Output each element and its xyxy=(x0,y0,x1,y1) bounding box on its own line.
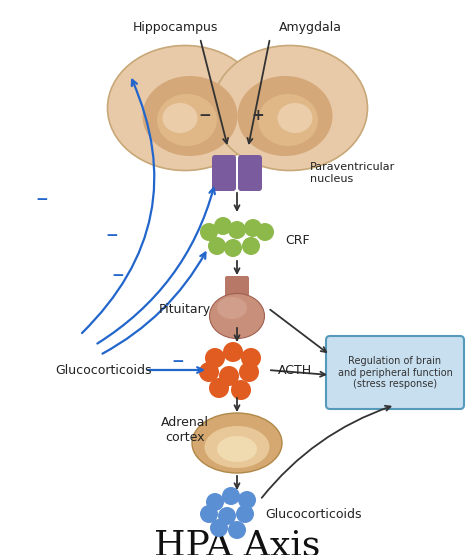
Text: −: − xyxy=(36,193,48,208)
Text: ACTH: ACTH xyxy=(278,364,312,376)
Text: Pituitary: Pituitary xyxy=(159,304,211,316)
Text: HPA Axis: HPA Axis xyxy=(154,528,320,555)
Circle shape xyxy=(231,380,251,400)
Text: Adrenal
cortex: Adrenal cortex xyxy=(161,416,209,444)
Circle shape xyxy=(219,366,239,386)
Ellipse shape xyxy=(108,46,263,170)
Text: −: − xyxy=(172,355,184,370)
Text: Glucocorticoids: Glucocorticoids xyxy=(55,364,152,376)
Circle shape xyxy=(256,223,274,241)
Ellipse shape xyxy=(192,413,282,473)
Text: Amygdala: Amygdala xyxy=(279,22,341,34)
Circle shape xyxy=(241,348,261,368)
Circle shape xyxy=(238,491,256,509)
Ellipse shape xyxy=(204,426,270,468)
Ellipse shape xyxy=(237,76,332,156)
Ellipse shape xyxy=(212,46,367,170)
Circle shape xyxy=(199,362,219,382)
Circle shape xyxy=(200,223,218,241)
Text: Regulation of brain
and peripheral function
(stress response): Regulation of brain and peripheral funct… xyxy=(337,356,453,389)
Circle shape xyxy=(222,487,240,505)
Text: Glucocorticoids: Glucocorticoids xyxy=(265,508,362,522)
Circle shape xyxy=(244,219,262,237)
FancyBboxPatch shape xyxy=(225,276,249,302)
Text: −: − xyxy=(199,108,211,123)
Circle shape xyxy=(210,519,228,537)
Circle shape xyxy=(208,237,226,255)
Circle shape xyxy=(239,362,259,382)
Text: −: − xyxy=(111,268,124,282)
Ellipse shape xyxy=(210,294,264,339)
Circle shape xyxy=(205,348,225,368)
Ellipse shape xyxy=(163,103,198,133)
Circle shape xyxy=(228,221,246,239)
Circle shape xyxy=(228,521,246,539)
Text: Hippocampus: Hippocampus xyxy=(132,22,218,34)
Text: +: + xyxy=(252,108,264,123)
FancyBboxPatch shape xyxy=(212,155,236,191)
Circle shape xyxy=(214,217,232,235)
FancyBboxPatch shape xyxy=(326,336,464,409)
Circle shape xyxy=(200,505,218,523)
Ellipse shape xyxy=(258,94,318,146)
Ellipse shape xyxy=(217,436,257,462)
Ellipse shape xyxy=(217,297,247,319)
Ellipse shape xyxy=(277,103,312,133)
FancyBboxPatch shape xyxy=(238,155,262,191)
Text: CRF: CRF xyxy=(285,234,310,246)
Circle shape xyxy=(209,378,229,398)
Ellipse shape xyxy=(143,76,237,156)
Circle shape xyxy=(223,342,243,362)
Circle shape xyxy=(236,505,254,523)
Circle shape xyxy=(206,493,224,511)
Ellipse shape xyxy=(157,94,217,146)
Text: −: − xyxy=(106,228,118,243)
Circle shape xyxy=(242,237,260,255)
Circle shape xyxy=(218,507,236,525)
Circle shape xyxy=(224,239,242,257)
Text: Paraventricular
nucleus: Paraventricular nucleus xyxy=(310,162,395,184)
